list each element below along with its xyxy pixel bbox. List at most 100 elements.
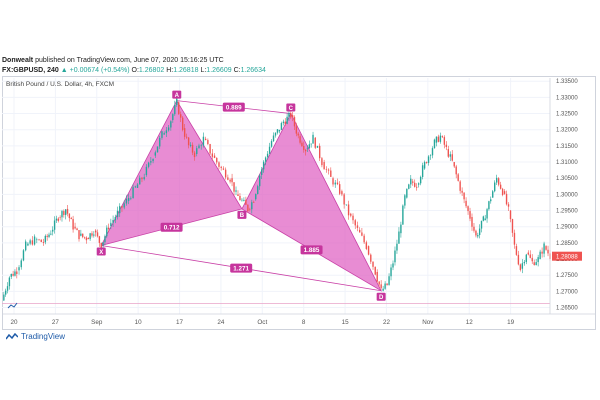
candle-body (477, 235, 479, 237)
candle-body (280, 123, 283, 130)
candle-body (145, 166, 148, 175)
candle-body (343, 194, 345, 205)
candle-body (52, 229, 54, 232)
candle-body (110, 222, 112, 227)
candle-body (435, 136, 438, 143)
candle-body (91, 233, 93, 236)
candle-body (132, 187, 134, 199)
candle-body (392, 263, 394, 268)
candle-body (14, 271, 16, 276)
candle-body (278, 129, 281, 132)
candle-body (253, 202, 255, 203)
candle-body (211, 153, 214, 157)
candle-body (433, 139, 436, 149)
candle-body (180, 114, 182, 118)
candle-body (55, 218, 58, 221)
candle-body (130, 198, 132, 199)
candle-body (66, 208, 69, 214)
chart-title: British Pound / U.S. Dollar, 4h, FXCM (6, 81, 114, 88)
candle-body (388, 276, 390, 285)
candle-body (421, 165, 424, 177)
candle-body (478, 228, 481, 236)
price-chart[interactable]: British Pound / U.S. Dollar, 4h, FXCM X A B… (2, 76, 596, 330)
candle-body (471, 217, 473, 227)
time-tick-label: 10 (135, 319, 143, 326)
candle-body (423, 162, 426, 169)
candle-body (237, 194, 239, 196)
candle-body (354, 220, 356, 226)
candle-body (303, 145, 305, 150)
candle-body (417, 183, 420, 185)
ratio-tag (160, 222, 183, 232)
candle-body (494, 182, 496, 192)
candle-body (517, 254, 520, 265)
tradingview-brand[interactable]: TradingView (6, 332, 65, 341)
pattern-point-d: D (379, 295, 384, 301)
candle-body (327, 169, 330, 171)
candle-body (213, 155, 216, 158)
low-label: L: (200, 67, 207, 74)
candle-body (70, 218, 72, 220)
candle-body (318, 145, 321, 159)
candle-body (27, 243, 29, 246)
candle-body (374, 266, 376, 275)
candle-body (533, 262, 535, 266)
candle-body (220, 166, 222, 168)
candle-body (150, 161, 152, 163)
ratio-tag (300, 245, 323, 255)
pattern-point-c-tag (286, 103, 296, 112)
candle-body (249, 208, 251, 210)
candle-body (12, 273, 14, 276)
candle-body (382, 288, 384, 291)
publish-info: Donwealt published on TradingView.com, J… (2, 56, 224, 66)
candle-body (291, 115, 294, 118)
time-tick-label: 27 (52, 319, 60, 326)
candle-body (490, 199, 492, 202)
candle-body (87, 238, 89, 240)
candle-body (200, 145, 202, 147)
candle-body (183, 128, 186, 137)
candle-body (398, 231, 400, 244)
candle-body (121, 206, 123, 208)
price-tick-label: 1.32500 (556, 112, 578, 118)
candle-body (467, 206, 469, 212)
candle-body (525, 254, 528, 262)
candle-body (100, 242, 102, 249)
candle-body (53, 220, 56, 230)
candle-body (274, 132, 277, 136)
candle-body (50, 233, 52, 235)
candle-body (431, 148, 434, 156)
time-tick-label: Oct (257, 319, 267, 326)
candle-body (152, 158, 154, 162)
ratio-tag (230, 263, 253, 273)
candle-body (72, 219, 74, 230)
candle-body (102, 242, 104, 246)
candle-body (123, 203, 125, 208)
candle-body (527, 252, 529, 255)
time-tick-label: 15 (342, 319, 350, 326)
candle-body (523, 261, 526, 264)
candle-body (363, 235, 365, 243)
candle-body (36, 239, 38, 241)
time-tick-label: Nov (422, 319, 434, 326)
candle-body (229, 179, 231, 182)
candle-body (83, 236, 86, 238)
candle-body (270, 141, 273, 147)
candle-body (461, 190, 463, 193)
candle-body (394, 250, 396, 263)
candle-body (367, 246, 370, 255)
symbol-info: FX:GBPUSD, 240 ▲ +0.00674 (+0.54%) O:1.2… (2, 66, 266, 76)
price-tick-label: 1.32000 (556, 128, 578, 134)
last-price-tag (552, 251, 582, 261)
candle-body (143, 177, 145, 180)
ratio-tag (222, 102, 245, 112)
candle-body (125, 198, 128, 204)
price-tick-label: 1.33000 (556, 95, 578, 101)
candle-body (543, 243, 545, 254)
author-name: Donwealt (2, 57, 34, 64)
candle-body (484, 218, 486, 221)
candle-body (154, 152, 156, 156)
time-tick-label: 8 (302, 319, 306, 326)
candle-body (492, 191, 494, 198)
price-tick-label: 1.28500 (556, 241, 578, 247)
